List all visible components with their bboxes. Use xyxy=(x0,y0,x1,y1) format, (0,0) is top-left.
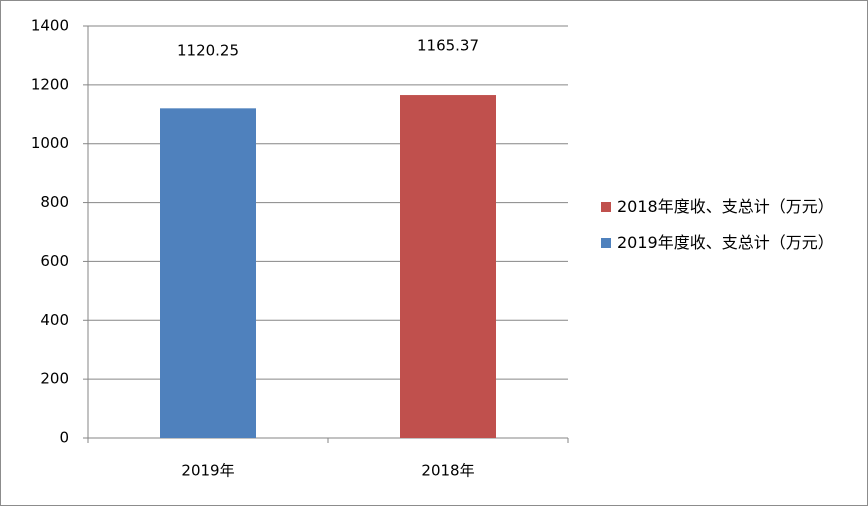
y-tick-label: 600 xyxy=(40,252,69,270)
data-label: 1120.25 xyxy=(177,42,239,60)
legend-item: 2018年度收、支总计（万元） xyxy=(601,194,841,220)
y-tick-label: 1000 xyxy=(31,134,69,152)
bar xyxy=(400,95,496,439)
bar xyxy=(160,108,256,439)
legend-swatch xyxy=(601,202,611,212)
y-tick-label: 0 xyxy=(59,429,69,447)
y-tick-label: 1400 xyxy=(31,17,69,35)
legend-swatch xyxy=(601,238,611,248)
legend-label: 2019年度收、支总计（万元） xyxy=(617,233,834,252)
legend: 2018年度收、支总计（万元） 2019年度收、支总计（万元） xyxy=(601,194,841,266)
y-tick-label: 400 xyxy=(40,311,69,329)
y-tick-label: 200 xyxy=(40,370,69,388)
legend-item: 2019年度收、支总计（万元） xyxy=(601,230,841,256)
y-tick-label: 800 xyxy=(40,193,69,211)
y-tick-label: 1200 xyxy=(31,75,69,93)
x-tick-label: 2018年 xyxy=(421,462,474,480)
data-label: 1165.37 xyxy=(417,37,479,55)
legend-label: 2018年度收、支总计（万元） xyxy=(617,197,834,216)
x-tick-label: 2019年 xyxy=(181,462,234,480)
